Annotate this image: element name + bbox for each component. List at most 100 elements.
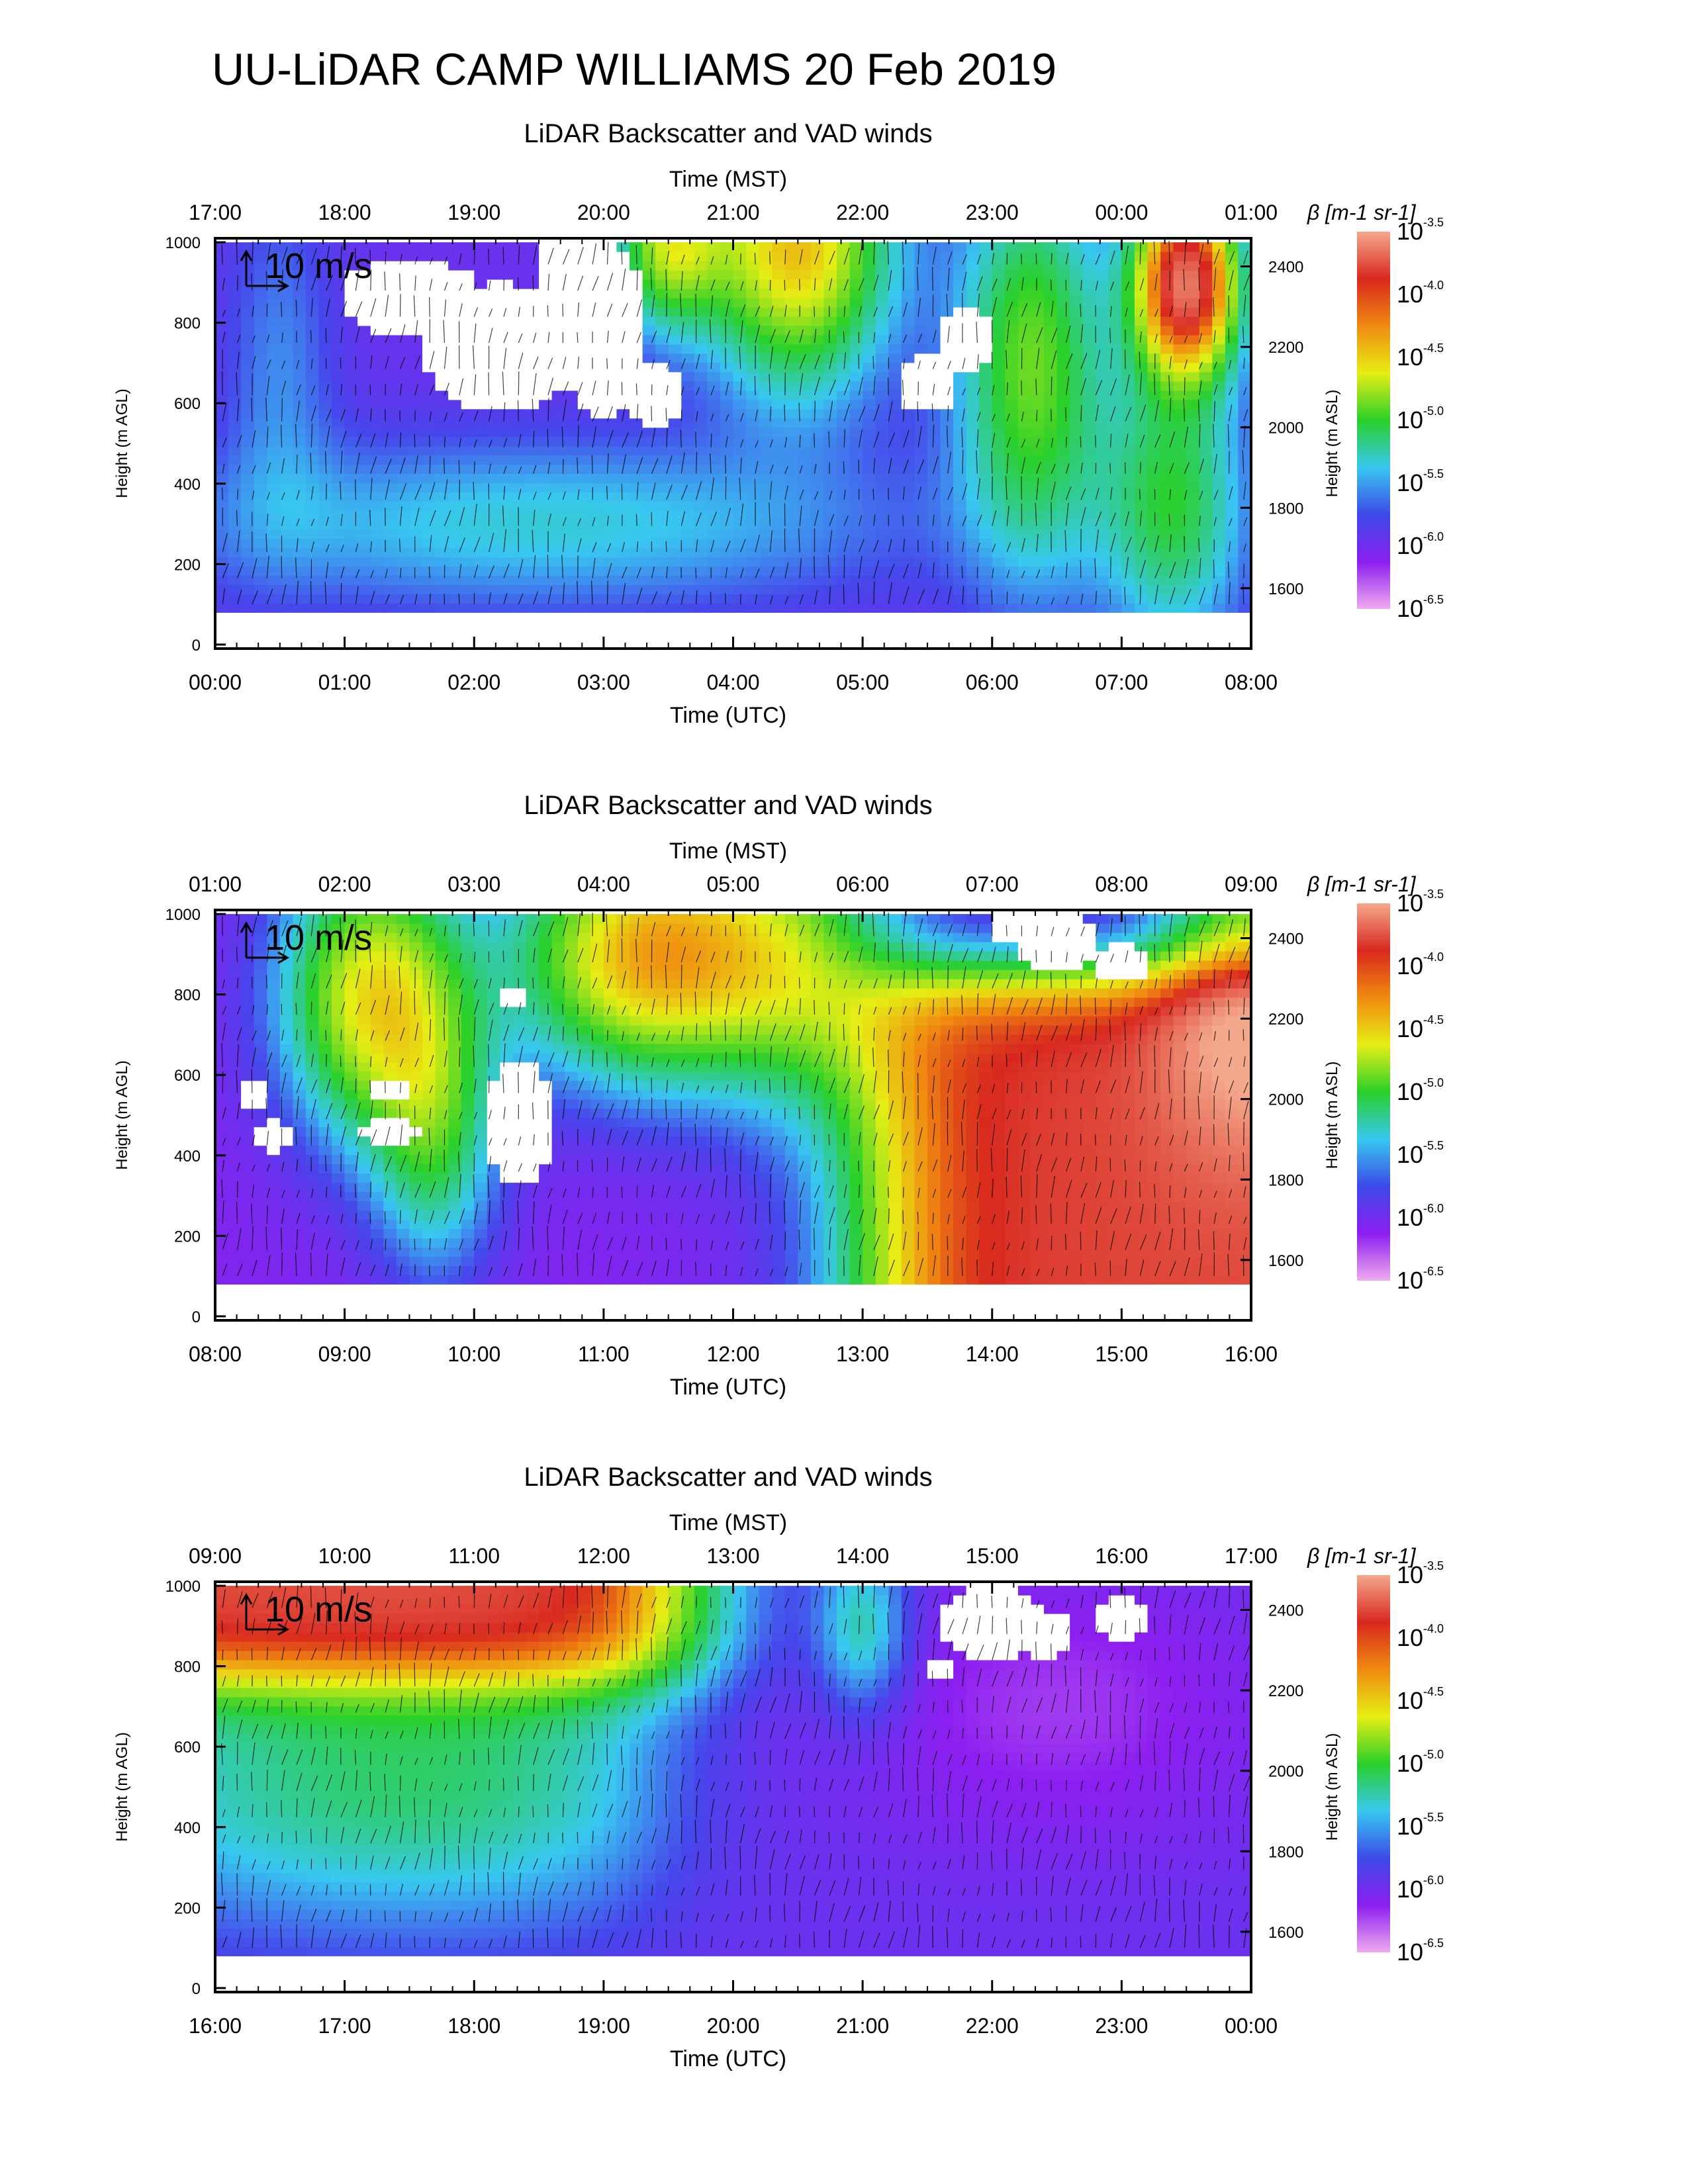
backscatter-cell bbox=[332, 501, 346, 512]
backscatter-cell bbox=[526, 381, 539, 391]
backscatter-cell bbox=[215, 923, 229, 933]
backscatter-cell bbox=[746, 575, 760, 585]
backscatter-cell bbox=[1186, 418, 1200, 428]
wind-arrow bbox=[976, 514, 982, 526]
wind-arrow bbox=[725, 508, 731, 526]
backscatter-cell bbox=[577, 270, 591, 280]
backscatter-cell bbox=[551, 464, 565, 475]
backscatter-cell bbox=[759, 603, 773, 613]
backscatter-cell bbox=[539, 316, 553, 326]
backscatter-cell bbox=[863, 482, 876, 493]
backscatter-cell bbox=[888, 436, 902, 447]
backscatter-cell bbox=[1212, 603, 1226, 613]
backscatter-cell bbox=[512, 445, 527, 456]
backscatter-cell bbox=[279, 1080, 293, 1091]
backscatter-cell bbox=[383, 1228, 397, 1238]
backscatter-cell bbox=[370, 1080, 384, 1091]
backscatter-cell bbox=[396, 418, 410, 428]
backscatter-cell bbox=[1121, 492, 1135, 502]
backscatter-cell bbox=[953, 371, 967, 382]
wind-arrow bbox=[1035, 379, 1037, 396]
backscatter-cell bbox=[875, 492, 889, 502]
wind-arrow bbox=[489, 565, 494, 578]
backscatter-cell bbox=[979, 279, 993, 289]
backscatter-cell bbox=[953, 547, 967, 557]
backscatter-cell bbox=[279, 942, 293, 952]
backscatter-cell bbox=[370, 334, 384, 345]
backscatter-cell bbox=[590, 408, 604, 419]
backscatter-cell bbox=[837, 399, 851, 410]
backscatter-cell bbox=[254, 1182, 267, 1193]
wind-arrow bbox=[1065, 253, 1069, 265]
backscatter-cell bbox=[1082, 538, 1096, 549]
backscatter-cell bbox=[966, 492, 980, 502]
backscatter-cell bbox=[1121, 584, 1135, 594]
backscatter-cell bbox=[293, 1034, 306, 1044]
backscatter-cell bbox=[927, 298, 941, 308]
backscatter-cell bbox=[784, 492, 798, 502]
wind-arrow bbox=[725, 540, 731, 553]
backscatter-cell bbox=[1031, 362, 1045, 373]
wind-arrow bbox=[533, 555, 536, 578]
backscatter-cell bbox=[332, 566, 346, 576]
backscatter-cell bbox=[642, 298, 656, 308]
backscatter-cell bbox=[798, 445, 812, 456]
backscatter-cell bbox=[279, 1210, 293, 1220]
backscatter-cell bbox=[357, 997, 371, 1007]
backscatter-cell bbox=[305, 1071, 320, 1081]
backscatter-cell bbox=[1225, 584, 1239, 594]
backscatter-cell bbox=[642, 501, 656, 512]
backscatter-cell bbox=[409, 1108, 423, 1118]
backscatter-cell bbox=[992, 464, 1006, 475]
backscatter-cell bbox=[1108, 298, 1122, 308]
backscatter-cell bbox=[370, 371, 384, 382]
wind-arrow bbox=[236, 351, 240, 369]
backscatter-cell bbox=[979, 501, 993, 512]
backscatter-cell bbox=[1096, 473, 1109, 484]
backscatter-cell bbox=[512, 306, 527, 317]
backscatter-cell bbox=[1056, 334, 1070, 345]
backscatter-cell bbox=[642, 289, 656, 298]
wind-arrow bbox=[281, 332, 283, 343]
backscatter-cell bbox=[215, 1191, 229, 1202]
colorbar-tick-exponent: -5.5 bbox=[1423, 467, 1444, 480]
backscatter-cell bbox=[668, 251, 682, 261]
backscatter-cell bbox=[630, 279, 643, 289]
backscatter-cell bbox=[966, 334, 980, 345]
backscatter-cell bbox=[603, 261, 618, 271]
backscatter-cell bbox=[966, 390, 980, 400]
backscatter-cell bbox=[357, 1238, 371, 1248]
wind-arrow bbox=[976, 293, 980, 317]
backscatter-cell bbox=[357, 933, 371, 942]
wind-arrow bbox=[385, 459, 392, 474]
wind-arrow bbox=[252, 305, 254, 317]
backscatter-cell bbox=[357, 455, 371, 465]
backscatter-cell bbox=[305, 529, 320, 539]
backscatter-cell bbox=[940, 353, 954, 363]
backscatter-cell bbox=[798, 390, 812, 400]
backscatter-cell bbox=[746, 501, 760, 512]
backscatter-cell bbox=[487, 390, 500, 400]
backscatter-cell bbox=[1186, 594, 1200, 604]
wind-arrow bbox=[962, 449, 964, 474]
backscatter-cell bbox=[1173, 362, 1187, 373]
backscatter-cell bbox=[396, 997, 410, 1007]
backscatter-cell bbox=[1082, 427, 1096, 437]
backscatter-cell bbox=[966, 298, 980, 308]
backscatter-cell bbox=[590, 547, 604, 557]
backscatter-cell bbox=[759, 353, 773, 363]
backscatter-cell bbox=[590, 464, 604, 475]
backscatter-cell bbox=[215, 362, 229, 373]
backscatter-cell bbox=[603, 242, 618, 252]
backscatter-cell bbox=[1121, 353, 1135, 363]
backscatter-cell bbox=[305, 1126, 320, 1137]
wind-arrow bbox=[444, 479, 448, 500]
backscatter-cell bbox=[228, 316, 242, 326]
backscatter-cell bbox=[668, 482, 682, 493]
backscatter-cell bbox=[1070, 482, 1084, 493]
backscatter-cell bbox=[746, 325, 760, 336]
wind-arrow bbox=[710, 295, 714, 317]
backscatter-cell bbox=[1199, 603, 1213, 613]
backscatter-cell bbox=[1199, 594, 1213, 604]
backscatter-cell bbox=[318, 1247, 332, 1257]
